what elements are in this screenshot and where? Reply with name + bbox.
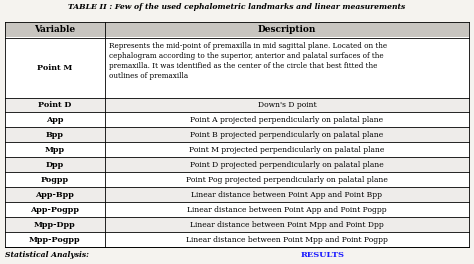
Bar: [105, 112, 469, 128]
Text: Represents the mid-point of premaxilla in mid sagittal plane. Located on the
cep: Represents the mid-point of premaxilla i…: [109, 41, 387, 80]
Text: Statistical Analysis:: Statistical Analysis:: [5, 251, 89, 259]
Bar: [105, 232, 469, 247]
Text: App-Pogpp: App-Pogpp: [30, 206, 79, 214]
Text: Pogpp: Pogpp: [41, 176, 69, 184]
Text: Point D projected perpendicularly on palatal plane: Point D projected perpendicularly on pal…: [190, 161, 384, 169]
Text: App-Bpp: App-Bpp: [36, 191, 74, 199]
Text: Dpp: Dpp: [46, 161, 64, 169]
Bar: [5, 217, 105, 232]
Text: Variable: Variable: [34, 25, 75, 34]
Bar: [5, 142, 105, 157]
Bar: [5, 112, 105, 128]
Text: Linear distance between Point App and Point Bpp: Linear distance between Point App and Po…: [191, 191, 383, 199]
Text: Point M projected perpendicularly on palatal plane: Point M projected perpendicularly on pal…: [189, 146, 384, 154]
Text: RESULTS: RESULTS: [301, 251, 344, 259]
Bar: [105, 187, 469, 202]
Text: Mpp: Mpp: [45, 146, 65, 154]
Text: Linear distance between Point Mpp and Point Dpp: Linear distance between Point Mpp and Po…: [190, 221, 384, 229]
Bar: [5, 202, 105, 217]
Bar: [105, 97, 469, 112]
Text: Point M: Point M: [37, 64, 73, 72]
Bar: [5, 187, 105, 202]
Bar: [105, 142, 469, 157]
Text: TABLE II : Few of the used cephalometric landmarks and linear measurements: TABLE II : Few of the used cephalometric…: [68, 3, 406, 11]
Text: Point B projected perpendicularly on palatal plane: Point B projected perpendicularly on pal…: [190, 131, 383, 139]
Bar: [105, 157, 469, 172]
Text: Point D: Point D: [38, 101, 72, 109]
Text: Linear distance between Point App and Point Pogpp: Linear distance between Point App and Po…: [187, 206, 387, 214]
Bar: [105, 217, 469, 232]
Text: App: App: [46, 116, 64, 124]
Text: Point Pog projected perpendicularly on palatal plane: Point Pog projected perpendicularly on p…: [186, 176, 388, 184]
Bar: [5, 97, 105, 112]
Text: Bpp: Bpp: [46, 131, 64, 139]
Bar: [5, 172, 105, 187]
Bar: [5, 37, 105, 97]
Bar: [105, 37, 469, 97]
Bar: [5, 157, 105, 172]
Text: Mpp-Pogpp: Mpp-Pogpp: [29, 235, 81, 243]
Bar: [105, 172, 469, 187]
Bar: [5, 232, 105, 247]
Text: Down's D point: Down's D point: [257, 101, 316, 109]
Bar: [105, 202, 469, 217]
Bar: [5, 22, 469, 37]
Text: Point A projected perpendicularly on palatal plane: Point A projected perpendicularly on pal…: [191, 116, 383, 124]
Text: Mpp-Dpp: Mpp-Dpp: [34, 221, 76, 229]
Text: Description: Description: [258, 25, 316, 34]
Text: Linear distance between Point Mpp and Point Pogpp: Linear distance between Point Mpp and Po…: [186, 235, 388, 243]
Bar: [105, 128, 469, 142]
Bar: [5, 128, 105, 142]
